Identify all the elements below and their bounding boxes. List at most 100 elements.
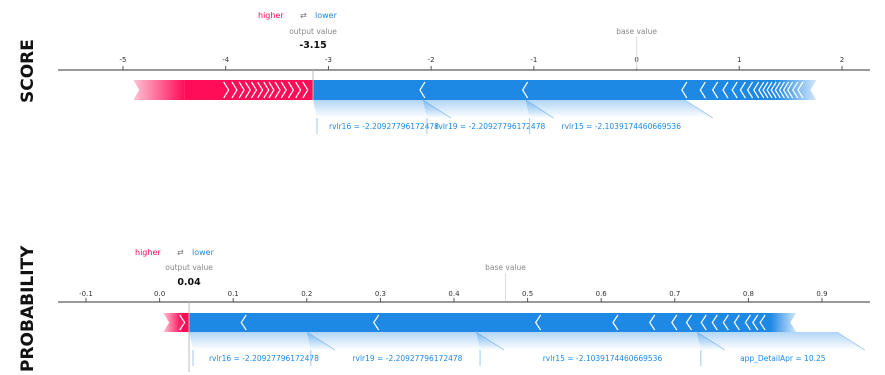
negative-chevron: [521, 81, 529, 99]
x-tick-label: 0.1: [228, 290, 239, 298]
negative-chevron: [534, 314, 542, 331]
x-tick-label: -2: [428, 56, 435, 64]
negative-chevron: [731, 81, 738, 99]
output-value: 0.04: [177, 277, 201, 288]
legend-arrow-icon: ⇄: [177, 248, 184, 257]
x-tick-label: -4: [222, 56, 230, 64]
x-tick-label: -3: [325, 56, 332, 64]
feature-label: rvlr15 = -2.1039174460669536: [543, 354, 663, 363]
feature-connector-line: [684, 99, 714, 119]
legend-lower-label: lower: [192, 248, 215, 257]
legend-higher-label: higher: [258, 11, 284, 20]
feature-connector: [476, 332, 725, 350]
negative-chevron: [419, 81, 426, 99]
negative-chevron: [711, 81, 719, 99]
feature-label: rvlr16 = -2.20927796172478: [329, 122, 439, 131]
legend-lower-label: lower: [315, 11, 338, 20]
positive-chevron: [257, 81, 264, 99]
negative-chevron: [782, 81, 790, 99]
negative-chevron: [774, 81, 781, 99]
negative-chevron: [733, 314, 740, 331]
output-value: -3.15: [299, 40, 326, 51]
negative-chevron: [648, 314, 656, 331]
x-tick-label: 0.3: [375, 290, 386, 298]
positive-chevron: [295, 81, 302, 99]
negative-chevron: [778, 81, 785, 99]
positive-chevron: [287, 81, 295, 99]
negative-chevron: [762, 81, 769, 99]
negative-chevron: [671, 314, 678, 331]
base-value-label: base value: [616, 27, 657, 36]
negative-chevron: [699, 81, 706, 99]
feature-label: app_DetailApr = 10.25: [740, 354, 826, 363]
x-tick-label: 0.8: [743, 290, 754, 298]
negative-chevron: [612, 314, 619, 331]
feature-label: rvlr19 = -2.20927796172478: [352, 354, 462, 363]
feature-connector: [306, 332, 505, 350]
x-tick-label: 0.4: [448, 290, 460, 298]
positive-chevron: [263, 81, 270, 99]
negative-chevron: [770, 81, 777, 99]
positive-chevron: [302, 81, 309, 99]
x-tick-label: 0.7: [669, 290, 680, 298]
positive-chevron: [280, 81, 287, 99]
feature-connector: [313, 100, 451, 118]
negative-chevron: [722, 314, 729, 331]
positive-chevron: [179, 314, 186, 331]
negative-chevron: [786, 81, 794, 99]
positive-contribution-bar: [184, 80, 314, 100]
negative-chevron: [744, 314, 751, 331]
x-tick-label: 0.2: [301, 290, 312, 298]
x-tick-label: 0.6: [596, 290, 608, 298]
negative-chevron: [711, 314, 718, 331]
feature-connector: [525, 100, 713, 118]
negative-chevron: [797, 81, 804, 99]
x-tick-label: -5: [120, 56, 127, 64]
positive-chevron: [250, 81, 258, 99]
feature-label: rvlr19 = -2.20927796172478: [435, 122, 545, 131]
x-tick-label: 0.9: [816, 290, 827, 298]
negative-chevron: [766, 81, 773, 99]
x-tick-label: 0.0: [154, 290, 165, 298]
negative-chevron: [739, 81, 746, 99]
negative-contribution-fade: [770, 313, 797, 332]
positive-chevron: [231, 81, 238, 99]
output-value-label: output value: [289, 27, 337, 36]
negative-chevron: [372, 314, 380, 331]
positive-chevron: [268, 81, 275, 99]
negative-contribution-bar: [189, 313, 771, 332]
x-tick-label: 0.5: [522, 290, 533, 298]
legend-arrow-icon: ⇄: [300, 11, 307, 20]
positive-contribution-fade: [163, 313, 182, 332]
x-tick-label: 2: [840, 56, 844, 64]
negative-chevron: [759, 314, 766, 331]
positive-chevron: [274, 81, 281, 99]
output-value-label: output value: [165, 263, 213, 272]
positive-chevron: [223, 81, 230, 99]
positive-contribution-fade: [133, 80, 185, 100]
x-tick-label: 1: [737, 56, 741, 64]
negative-chevron: [700, 314, 707, 331]
negative-chevron: [758, 81, 765, 99]
negative-chevron: [685, 314, 693, 331]
feature-connector: [696, 332, 865, 350]
negative-chevron: [746, 81, 754, 99]
negative-chevron: [722, 81, 729, 99]
negative-contribution-fade: [775, 80, 817, 100]
negative-chevron: [752, 314, 759, 331]
feature-connector: [189, 332, 335, 350]
feature-label: rvlr15 = -2.1039174460669536: [561, 122, 681, 131]
x-tick-label: -0.1: [79, 290, 93, 298]
feature-label: rvlr16 = -2.20927796172478: [209, 354, 319, 363]
negative-chevron: [753, 81, 760, 99]
legend-higher-label: higher: [135, 248, 161, 257]
positive-chevron: [244, 81, 251, 99]
negative-chevron: [240, 314, 247, 331]
base-value-label: base value: [485, 263, 526, 272]
feature-connector-line: [836, 331, 865, 351]
negative-chevron: [681, 81, 688, 99]
negative-contribution-bar: [313, 80, 776, 100]
feature-connector: [422, 100, 554, 118]
negative-chevron: [792, 81, 799, 99]
